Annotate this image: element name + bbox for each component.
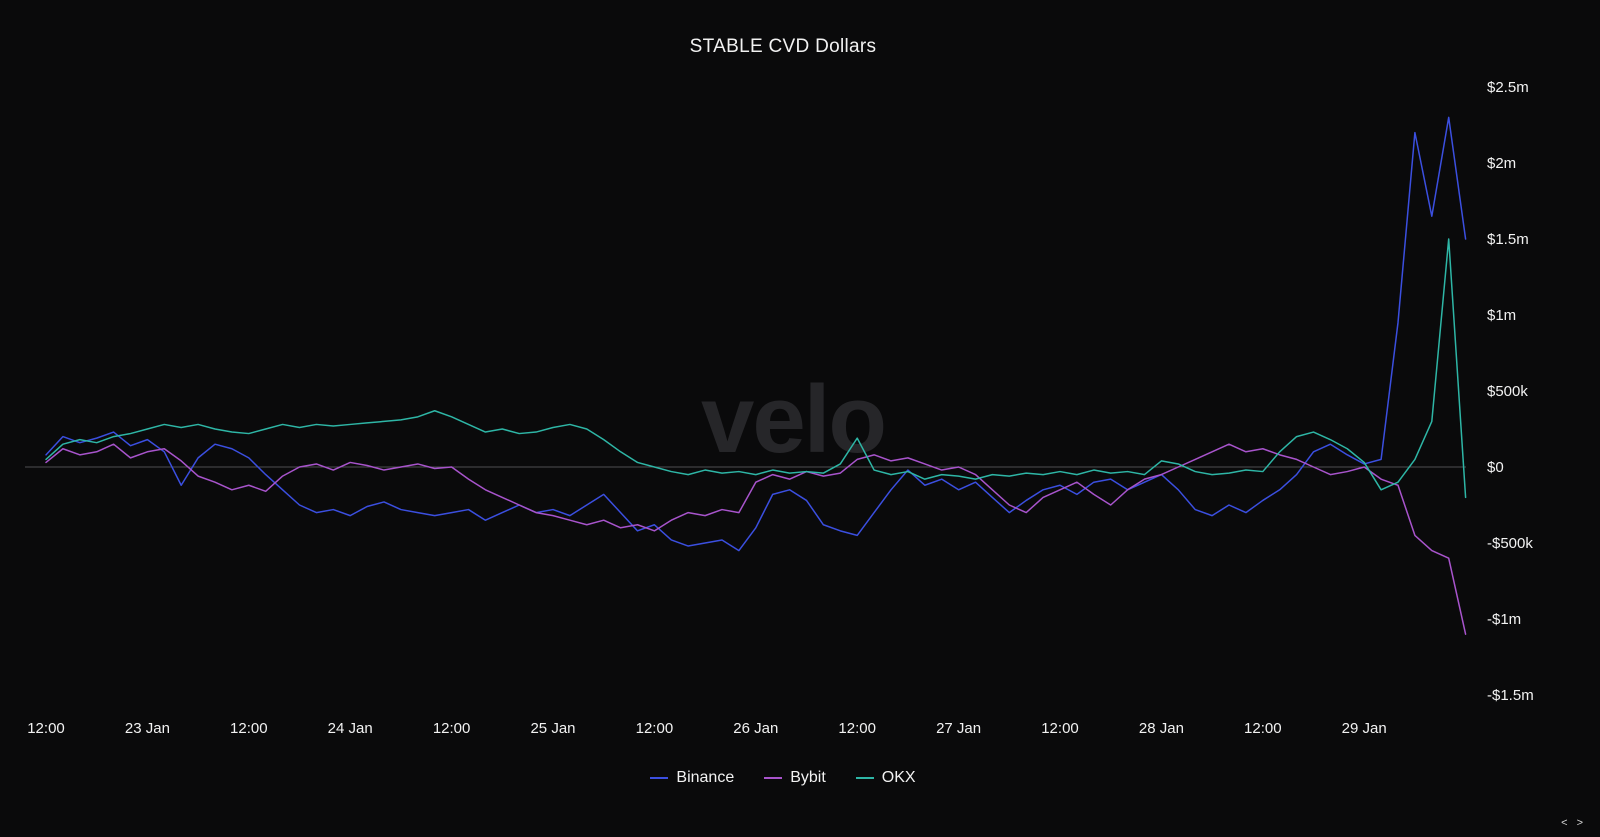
y-tick-label: $2m bbox=[1487, 155, 1516, 172]
x-tick-label: 12:00 bbox=[838, 720, 876, 737]
chart-title: STABLE CVD Dollars bbox=[689, 36, 877, 57]
y-tick-label: $0 bbox=[1487, 459, 1504, 476]
x-tick-label: 25 Jan bbox=[530, 720, 575, 737]
series-line-binance bbox=[45, 116, 1467, 552]
velo-watermark: velo bbox=[700, 366, 887, 473]
x-tick-label: 12:00 bbox=[27, 720, 65, 737]
legend-item-okx[interactable]: OKX bbox=[855, 769, 916, 787]
legend-label: Bybit bbox=[790, 769, 826, 786]
chart-legend: Binance Bybit OKX bbox=[0, 769, 1566, 787]
series-line-bybit bbox=[45, 443, 1467, 635]
legend-label: Binance bbox=[676, 769, 735, 786]
legend-label: OKX bbox=[881, 769, 916, 786]
x-tick-label: 29 Jan bbox=[1342, 720, 1387, 737]
x-tick-label: 12:00 bbox=[1244, 720, 1282, 737]
y-tick-label: $1m bbox=[1487, 307, 1516, 324]
x-tick-label: 12:00 bbox=[636, 720, 674, 737]
y-tick-label: $1.5m bbox=[1487, 231, 1529, 248]
x-tick-label: 12:00 bbox=[230, 720, 268, 737]
legend-swatch-bybit bbox=[764, 777, 783, 779]
y-tick-label: -$500k bbox=[1487, 535, 1533, 552]
y-tick-label: $500k bbox=[1487, 383, 1528, 400]
x-tick-label: 26 Jan bbox=[733, 720, 778, 737]
series-line-okx bbox=[45, 238, 1467, 499]
x-tick-label: 24 Jan bbox=[328, 720, 373, 737]
chart-nav[interactable]: < > bbox=[1561, 817, 1586, 829]
y-tick-label: -$1m bbox=[1487, 611, 1521, 628]
x-tick-label: 28 Jan bbox=[1139, 720, 1184, 737]
legend-item-binance[interactable]: Binance bbox=[650, 769, 734, 787]
x-tick-label: 23 Jan bbox=[125, 720, 170, 737]
y-tick-label: $2.5m bbox=[1487, 79, 1529, 96]
y-tick-label: -$1.5m bbox=[1487, 687, 1534, 704]
legend-swatch-okx bbox=[855, 777, 874, 779]
legend-item-bybit[interactable]: Bybit bbox=[764, 769, 826, 787]
x-tick-label: 12:00 bbox=[433, 720, 471, 737]
x-tick-label: 12:00 bbox=[1041, 720, 1079, 737]
x-tick-label: 27 Jan bbox=[936, 720, 981, 737]
legend-swatch-binance bbox=[650, 777, 669, 779]
